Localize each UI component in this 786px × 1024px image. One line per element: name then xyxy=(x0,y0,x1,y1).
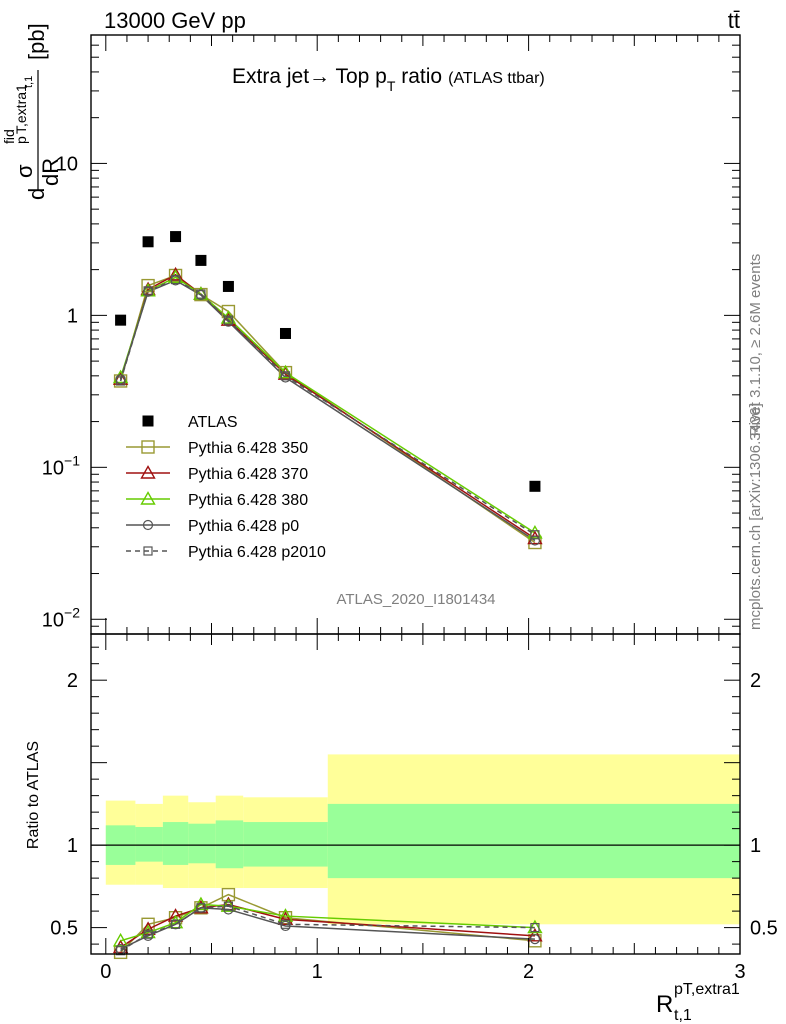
rivet-label: Rivet 3.1.10, ≥ 2.6M events xyxy=(747,254,764,437)
ylabel-sub3: t,1 xyxy=(23,76,35,88)
data-point xyxy=(170,231,182,243)
data-point xyxy=(529,480,541,492)
ylabel-d: d xyxy=(24,188,49,200)
legend-entry: Pythia 6.428 380 xyxy=(188,492,308,509)
ratio-point xyxy=(140,924,156,939)
top-panel: 10−2 10−1 1 10 ATLAS Pythia 6.428 350 Pythia 6… xyxy=(42,34,741,635)
data-point xyxy=(530,530,540,540)
data-point xyxy=(115,376,126,386)
data-point xyxy=(277,366,294,380)
y-tick-label: 1 xyxy=(67,305,78,327)
series-line xyxy=(119,278,536,536)
ratio-point xyxy=(280,919,291,929)
ratio-series-line xyxy=(120,903,535,942)
data-point xyxy=(141,278,155,293)
data-point xyxy=(115,314,127,326)
ratio-point xyxy=(530,923,540,933)
ylabel-sub2: T,extra1 xyxy=(13,84,29,134)
legend-entry: Pythia 6.428 p0 xyxy=(188,518,299,535)
legend-marker xyxy=(142,415,154,427)
legend-marker xyxy=(143,546,153,556)
ratio-series-line xyxy=(120,905,535,952)
legend-entry: Pythia 6.428 370 xyxy=(188,466,308,483)
data-point xyxy=(222,280,234,292)
legend-entry: Pythia 6.428 p2010 xyxy=(188,544,326,561)
ratio-point xyxy=(140,921,156,935)
data-point xyxy=(195,254,207,266)
uncertainty-band-green xyxy=(327,803,740,879)
ratio-y-tick-label: 0.5 xyxy=(50,918,78,940)
uncertainty-band-green xyxy=(243,822,328,867)
data-point xyxy=(142,236,154,248)
x-axis-label: R pT,extra1 t,1 xyxy=(656,981,740,1024)
data-point xyxy=(170,274,181,285)
ylabel-dR: dR xyxy=(38,158,63,186)
data-point xyxy=(167,266,184,281)
ratio-y-tick-label: 1 xyxy=(67,835,78,857)
data-point xyxy=(220,310,237,324)
ratio-point xyxy=(167,908,184,922)
ratio-point xyxy=(143,929,153,939)
analysis-id: ATLAS_2020_I1801434 xyxy=(336,591,495,608)
uncertainty-band-green xyxy=(135,826,163,862)
ylabel-unit: [pb] xyxy=(24,23,49,60)
ratio-point xyxy=(529,934,541,945)
ratio-point xyxy=(115,946,126,956)
ratio-point xyxy=(112,932,129,947)
data-point xyxy=(280,371,291,381)
ratio-y-tick-label-right: 1 xyxy=(750,835,761,857)
ratio-ylabel: Ratio to ATLAS xyxy=(25,741,42,849)
process-label: tt̄ xyxy=(728,8,740,33)
ratio-y-tick-label-right: 0.5 xyxy=(750,918,778,940)
ratio-point xyxy=(527,927,543,942)
ratio-point xyxy=(277,911,294,926)
x-tick-label: 2 xyxy=(523,961,534,983)
legend-marker xyxy=(140,465,156,479)
ratio-y-tick-label: 2 xyxy=(67,670,78,692)
ratio-point xyxy=(223,901,234,911)
legend-marker xyxy=(142,519,154,531)
data-point xyxy=(527,525,543,539)
series-line xyxy=(119,279,536,542)
legend-entry: ATLAS xyxy=(188,414,238,431)
data-point xyxy=(279,327,291,339)
data-point xyxy=(220,312,237,326)
xlabel-main: R xyxy=(656,991,673,1018)
uncertainty-band-green xyxy=(162,822,189,865)
ylabel-sup: fid xyxy=(1,129,17,144)
ratio-point xyxy=(170,919,181,929)
top-ylabel: d σ fid p T,extra1 t,1 dR [pb] xyxy=(1,23,63,200)
ylabel-sub: p xyxy=(13,136,29,144)
chart-title: Extra jet→ Top pT ratio (ATLAS ttbar) xyxy=(232,65,545,94)
xlabel-sup: pT,extra1 xyxy=(674,981,740,998)
legend-marker xyxy=(140,491,156,505)
y-tick-label: 10 xyxy=(56,153,78,175)
ratio-point xyxy=(196,903,206,913)
ratio-panel: 0.5 0.5 1 1 2 2 0 1 2 3 xyxy=(50,633,778,983)
series-line xyxy=(119,273,536,540)
legend-marker xyxy=(141,440,155,454)
y-tick-label: 10−2 xyxy=(42,604,80,631)
data-point xyxy=(223,315,234,325)
xlabel-sub: t,1 xyxy=(674,1007,692,1024)
y-tick-label: 10−1 xyxy=(42,452,80,479)
mcplots-label: mcplots.cern.ch [arXiv:1306.3436] xyxy=(747,403,764,630)
data-point xyxy=(196,289,206,299)
x-tick-label: 1 xyxy=(312,961,323,983)
legend-entry: Pythia 6.428 350 xyxy=(188,440,308,457)
energy-label: 13000 GeV pp xyxy=(104,8,246,33)
ratio-point xyxy=(220,898,237,912)
series-line xyxy=(119,274,536,544)
x-tick-label: 3 xyxy=(734,961,745,983)
ylabel-sigma: σ xyxy=(12,164,37,178)
data-point xyxy=(143,286,153,296)
x-tick-label: 0 xyxy=(100,961,111,983)
data-point xyxy=(529,535,541,546)
ratio-frame xyxy=(90,633,741,955)
ratio-y-tick-label-right: 2 xyxy=(750,670,761,692)
uncertainty-band-green xyxy=(215,820,244,869)
uncertainty-band-green xyxy=(188,823,216,864)
